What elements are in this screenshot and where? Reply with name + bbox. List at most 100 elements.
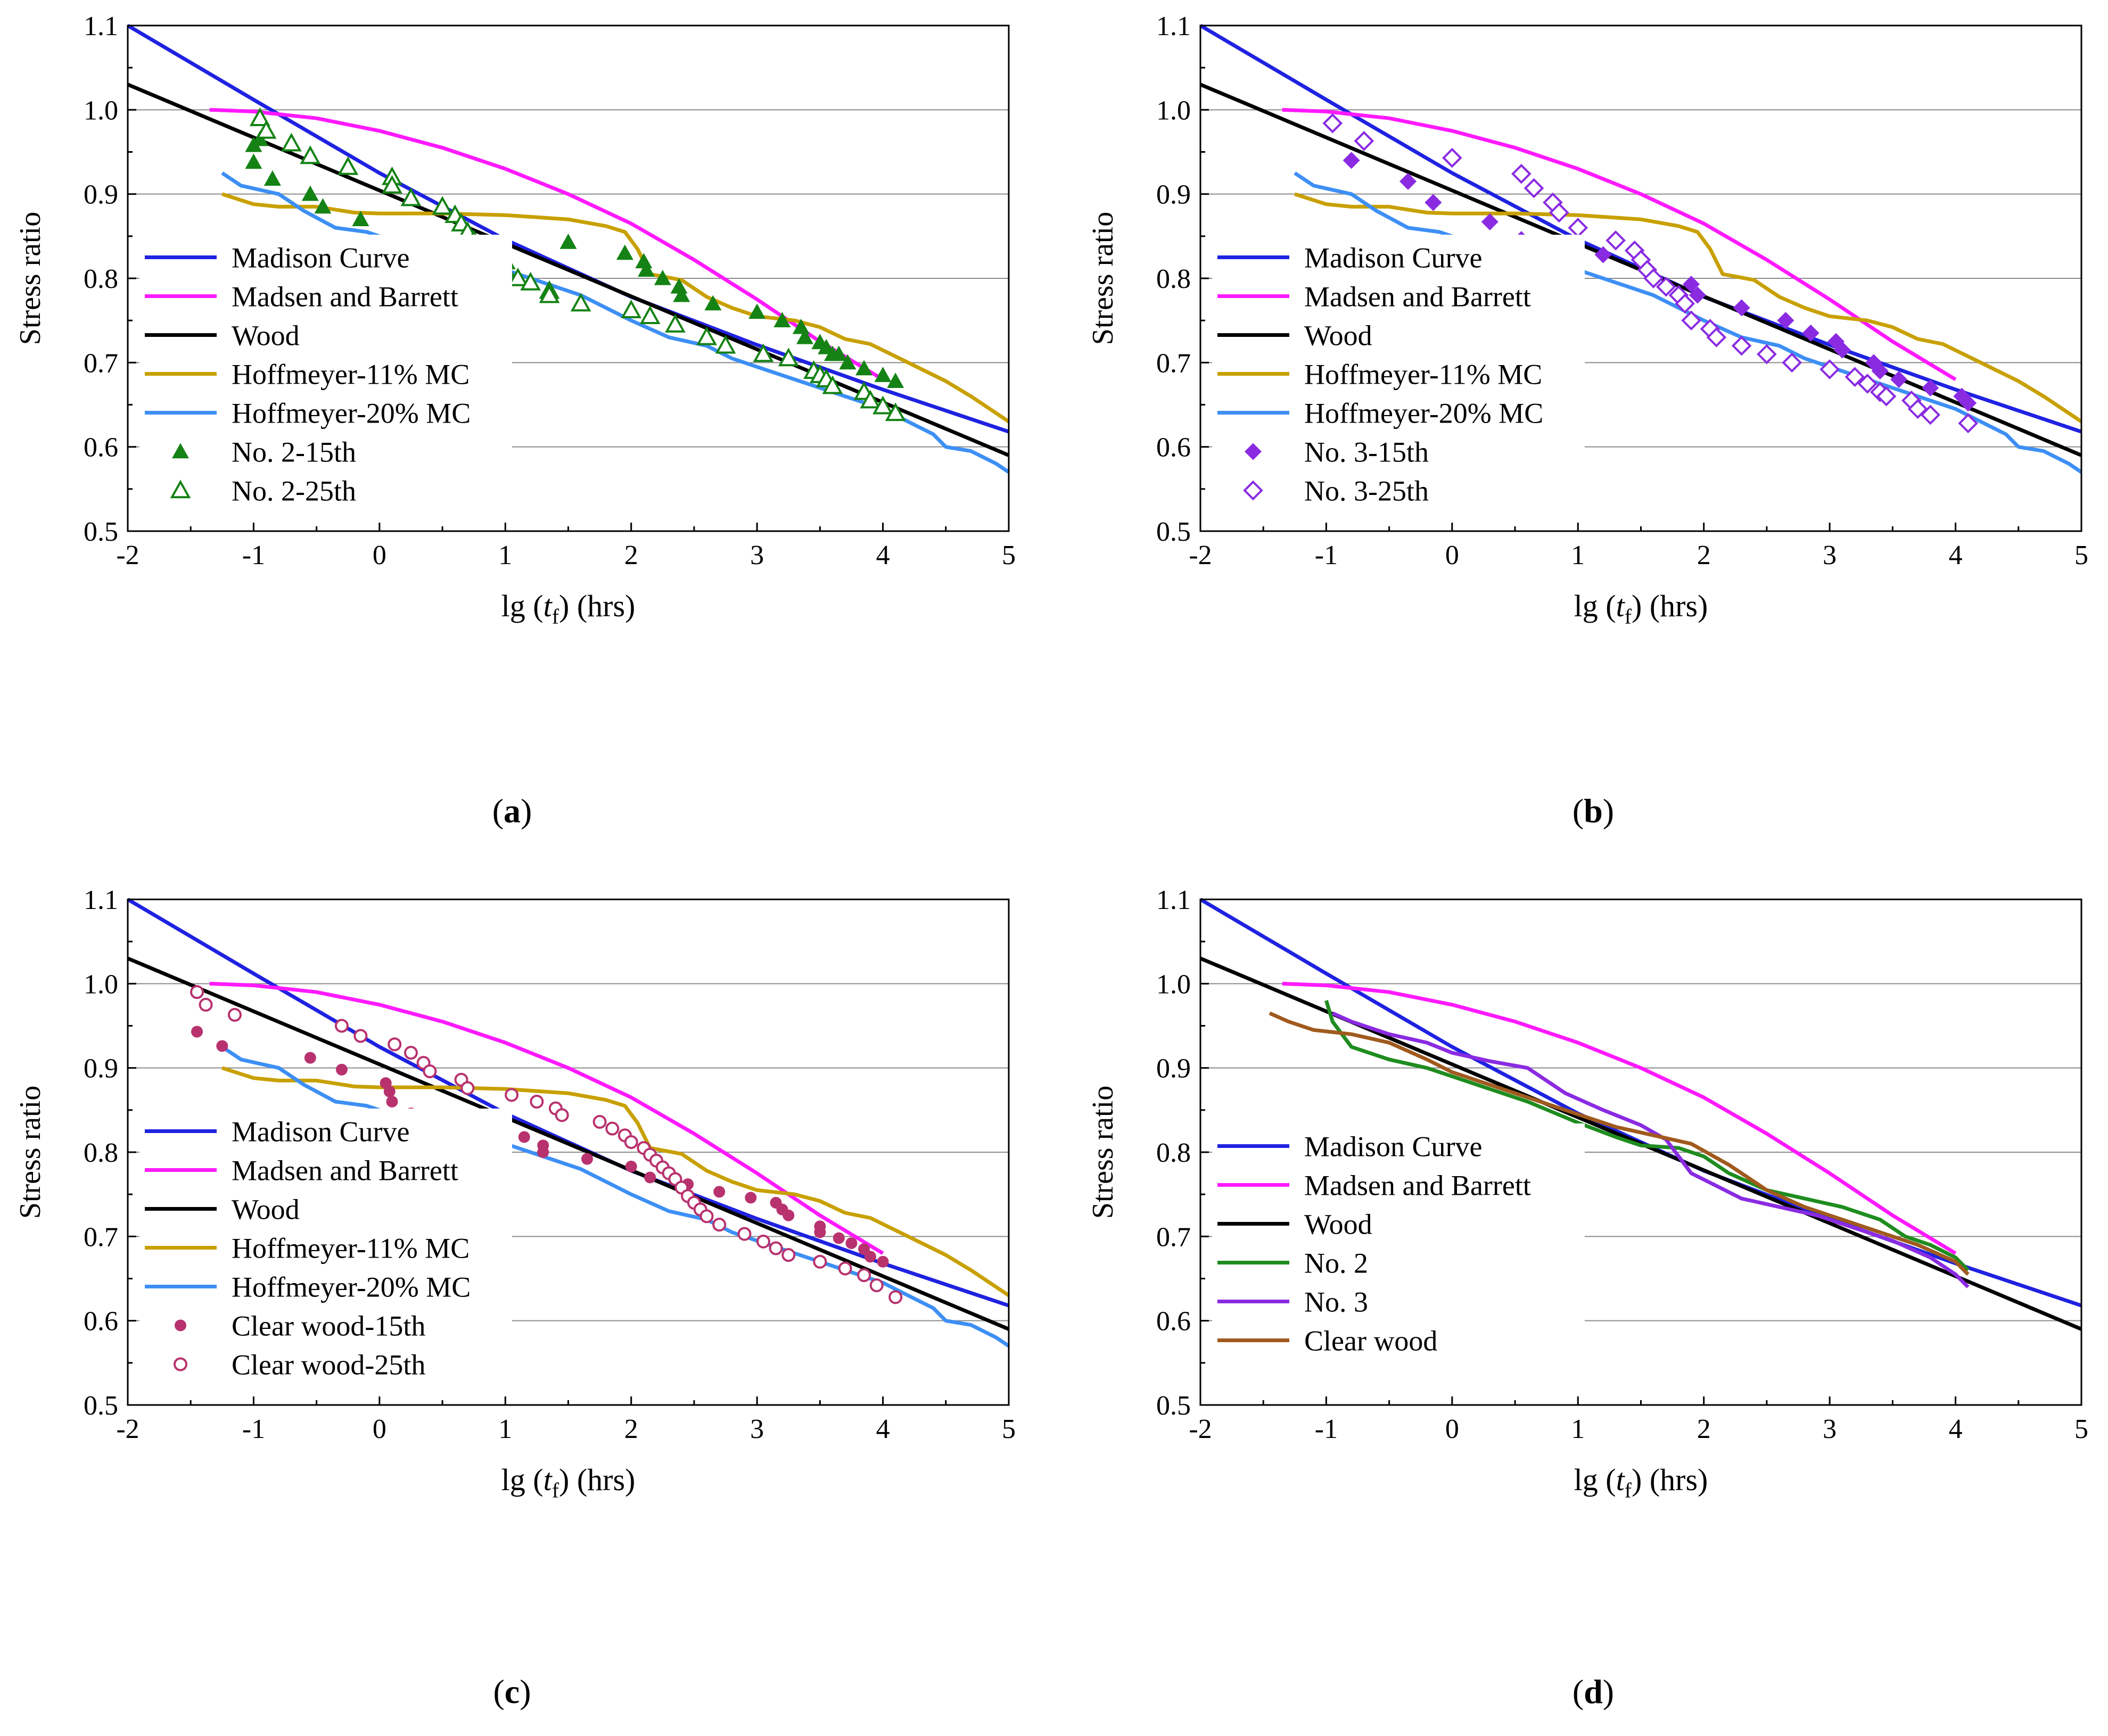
legend-marker	[175, 1319, 186, 1332]
legend-label: No. 2	[1304, 1247, 1368, 1279]
x-tick-label: 4	[1949, 1414, 1963, 1444]
y-tick-label: 0.9	[84, 180, 118, 210]
data-point	[304, 1052, 316, 1064]
series-line-hoffmeyer-20-mc	[221, 171, 1010, 474]
data-point	[748, 303, 766, 319]
data-point	[227, 1007, 242, 1022]
legend-label: Clear wood	[1304, 1325, 1437, 1357]
y-tick-label: 0.7	[1156, 348, 1191, 378]
x-axis-label-prefix: lg (	[1574, 1462, 1616, 1497]
y-tick-label: 0.7	[1156, 1222, 1191, 1252]
legend-label: Madsen and Barrett	[1304, 1170, 1531, 1202]
x-tick-label: 2	[1697, 540, 1711, 571]
data-point	[621, 300, 642, 318]
data-point	[383, 1086, 396, 1097]
x-tick-label: 4	[876, 540, 890, 571]
data-point	[432, 196, 453, 215]
data-point	[559, 233, 577, 249]
legend-label: Wood	[232, 1194, 300, 1226]
data-point	[845, 1237, 858, 1249]
data-point	[1424, 194, 1442, 211]
panel-label-letter: d	[1584, 1673, 1603, 1710]
data-point	[872, 395, 893, 415]
data-point	[833, 1232, 845, 1244]
x-axis-label-prefix: lg (	[501, 589, 544, 623]
legend: Madison Curve Madsen and Barrett Wood Hoffm…	[1212, 235, 1585, 512]
data-point	[745, 1192, 757, 1204]
data-point	[778, 348, 799, 367]
data-point	[1959, 394, 1977, 412]
data-point	[1481, 213, 1498, 230]
x-axis-label-sub: f	[1625, 1478, 1632, 1502]
y-axis-label: Stress ratio	[14, 1086, 47, 1219]
y-tick-label: 0.5	[1156, 1391, 1191, 1421]
data-point	[335, 1063, 348, 1076]
legend-label: No. 2-15th	[232, 436, 356, 468]
data-point	[644, 1171, 656, 1184]
data-point	[1399, 172, 1417, 190]
x-tick-label: 3	[1823, 540, 1837, 571]
data-point	[1733, 299, 1750, 317]
chart-panel-c: -2 -1 0 1 2 3 4 5 0.5 0.6 0.7 0.8 0.9 1.0 1.1 Stress ra…	[14, 885, 1016, 1710]
panel-label-open: (	[493, 1673, 504, 1710]
data-point	[712, 1218, 727, 1232]
data-point	[1706, 327, 1727, 348]
series-line-madsen-and-barrett	[209, 981, 884, 1255]
x-tick-label: -2	[116, 540, 139, 571]
legend: Madison Curve Madsen and Barrett Wood No. 2…	[1212, 1123, 1585, 1362]
data-point	[1343, 152, 1360, 169]
data-point	[1681, 310, 1701, 330]
y-tick-label: 1.1	[84, 11, 118, 42]
data-point	[518, 1131, 530, 1143]
series-line-no-2	[1324, 999, 1970, 1272]
y-tick-label: 0.5	[1156, 517, 1191, 547]
data-point	[888, 1290, 903, 1304]
data-point	[1757, 344, 1777, 365]
x-axis-label-var: t	[544, 589, 553, 623]
data-point	[1605, 230, 1626, 251]
data-point	[382, 175, 402, 194]
data-point	[839, 354, 857, 370]
legend-label: No. 3-15th	[1304, 436, 1429, 468]
x-axis-label-prefix: lg (	[1574, 589, 1616, 623]
legend-marker	[174, 1357, 187, 1371]
legend-label: Madison Curve	[232, 242, 409, 274]
x-axis-label-suffix: ) (hrs)	[1632, 1462, 1708, 1497]
x-axis-label-sub: f	[1625, 605, 1632, 629]
x-tick-label: 5	[2074, 540, 2088, 571]
x-tick-label: 5	[2074, 1414, 2088, 1444]
data-point	[1920, 404, 1941, 425]
x-tick-label: 4	[1949, 540, 1963, 571]
data-point	[696, 326, 717, 345]
x-axis-label-var: t	[544, 1462, 553, 1497]
legend-label: No. 2-25th	[232, 475, 356, 507]
panel-label-open: (	[492, 792, 504, 830]
data-point	[460, 1081, 475, 1095]
data-point	[388, 1037, 402, 1052]
legend: Madison Curve Madsen and Barrett Wood Hoffm…	[139, 1109, 512, 1386]
y-tick-label: 1.0	[84, 969, 118, 999]
legend-label: Hoffmeyer-11% MC	[232, 1233, 470, 1264]
x-tick-label: -2	[1189, 540, 1212, 571]
legend-marker	[170, 480, 191, 499]
legend-marker	[172, 443, 189, 459]
data-point	[616, 244, 633, 260]
data-point	[756, 1234, 770, 1249]
x-tick-label: 5	[1002, 540, 1016, 571]
y-axis-label: Stress ratio	[1086, 1086, 1119, 1219]
x-axis-label-sub: f	[552, 605, 559, 629]
y-axis-label: Stress ratio	[14, 212, 47, 345]
data-point	[838, 1261, 852, 1276]
data-point	[860, 390, 881, 409]
y-tick-label: 0.6	[1156, 1307, 1191, 1337]
data-point	[314, 198, 332, 214]
legend-label: Madsen and Barrett	[232, 1155, 458, 1187]
y-tick-label: 0.9	[1156, 1054, 1191, 1084]
data-point	[783, 1209, 795, 1221]
legend: Madison Curve Madsen and Barrett Wood Hoffm…	[139, 235, 512, 512]
x-tick-label: -1	[1315, 540, 1338, 571]
chart-panel-d: -2 -1 0 1 2 3 4 5 0.5 0.6 0.7 0.8 0.9 1.0 1.1 Stress ra…	[1086, 885, 2088, 1710]
y-tick-label: 1.0	[84, 95, 118, 126]
chart-panel-a: -2 -1 0 1 2 3 4 5 0.5 0.6 0.7 0.8 0.9 1.0 1.1 Stress ra…	[14, 11, 1016, 830]
